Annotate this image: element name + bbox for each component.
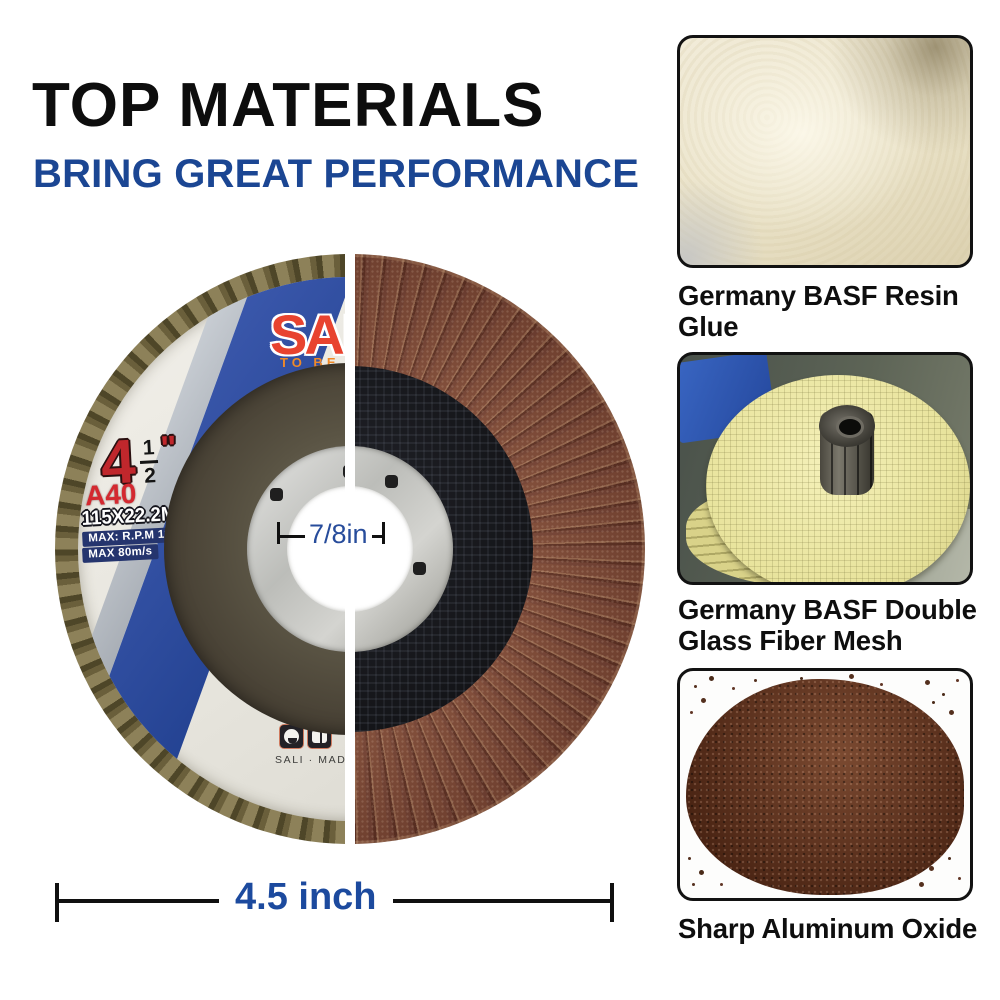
- flap-disc-back: [355, 254, 645, 844]
- caption-line: Glass Fiber Mesh: [678, 625, 903, 657]
- size-unit: ": [159, 429, 178, 468]
- fraction-numerator: 1: [139, 436, 159, 464]
- flange-hole: [413, 562, 426, 575]
- diameter-size-label: 4.5 inch: [219, 876, 393, 919]
- grit-pile: [686, 679, 964, 895]
- aluminum-oxide-grit-photo: [677, 668, 973, 901]
- flange-hole: [385, 475, 398, 488]
- flange-hole: [343, 465, 345, 478]
- tick-left: [277, 522, 280, 544]
- made-in-text: SALI · MADE: [275, 754, 345, 766]
- flap-disc-front-half: SAL TO BE 4 1 2 " A40 115X22.2MM MAX: R.…: [55, 254, 345, 846]
- material-caption: Germany BASF Double Glass Fiber Mesh: [678, 594, 977, 656]
- fraction-denominator: 2: [143, 464, 157, 488]
- flap-disc-front: SAL TO BE 4 1 2 " A40 115X22.2MM MAX: R.…: [55, 254, 345, 844]
- bore-size-label: 7/8in: [305, 519, 372, 550]
- caption-line: Germany BASF Double: [678, 594, 977, 625]
- material-caption: Sharp Aluminum Oxide: [678, 913, 978, 944]
- material-caption: Germany BASF Resin Glue: [678, 280, 959, 343]
- glass-fiber-mesh-photo: [677, 352, 973, 585]
- brand-logo: SAL: [270, 303, 345, 366]
- resin-glue-powder-photo: [677, 35, 973, 268]
- tick-right: [382, 522, 385, 544]
- flange-hole: [270, 488, 283, 501]
- page-subtitle: BRING GREAT PERFORMANCE: [33, 152, 640, 196]
- tick-right: [610, 883, 614, 922]
- flap-disc-back-half: [355, 254, 645, 846]
- page-title: TOP MATERIALS: [32, 71, 545, 140]
- spindle-core: [819, 405, 875, 495]
- size-fraction: 1 2: [139, 436, 159, 488]
- scattered-grit: [680, 671, 683, 674]
